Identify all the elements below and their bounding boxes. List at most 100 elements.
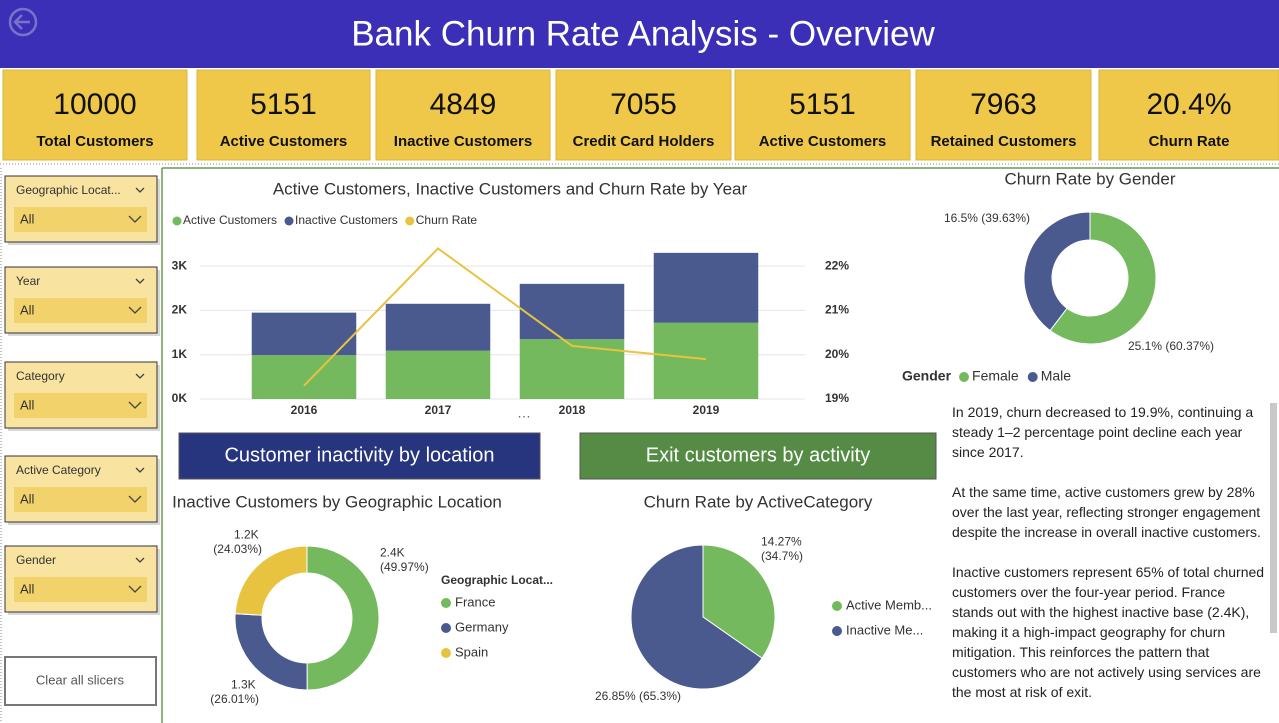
legend-marker <box>405 216 415 226</box>
slicer-title: Geographic Locat... <box>16 183 121 197</box>
slice <box>702 544 776 659</box>
slicer-dropdown[interactable] <box>14 487 147 512</box>
kpi-card <box>2 69 188 161</box>
legend-label: Female <box>972 368 1019 384</box>
x-tick-label: 2016 <box>291 403 318 417</box>
x-tick-label: 2017 <box>425 403 452 417</box>
kpi-value: 5151 <box>789 88 856 121</box>
slicer-dropdown[interactable] <box>14 393 147 418</box>
slice <box>630 544 763 690</box>
chevron <box>135 278 145 284</box>
bar <box>653 252 759 323</box>
slicer-value: All <box>20 581 35 596</box>
slicer-dropdown[interactable] <box>14 298 147 323</box>
kpi-label: Credit Card Holders <box>573 133 715 150</box>
bar <box>519 283 625 340</box>
y2-tick-label: 21% <box>825 303 849 317</box>
dashboard-title: Bank Churn Rate Analysis - Overview <box>351 14 935 53</box>
y2-tick-label: 19% <box>825 391 849 405</box>
legend-label: France <box>455 594 495 609</box>
narrative-paragraph: Inactive customers represent 65% of tota… <box>952 564 1265 700</box>
kpi-card <box>734 69 911 161</box>
kpi-label: Total Customers <box>36 133 153 150</box>
kpi-value: 20.4% <box>1146 88 1231 121</box>
kpi-card <box>555 69 732 161</box>
data-label: 1.2K (24.03%) <box>213 528 262 556</box>
kpi-label: Churn Rate <box>1149 133 1230 150</box>
bar <box>653 322 759 399</box>
y2-tick-label: 20% <box>825 347 849 361</box>
legend-marker <box>832 626 842 636</box>
slicer-value: All <box>20 491 35 506</box>
kpi-card <box>1098 69 1279 161</box>
chart-title: Churn Rate by Gender <box>1004 169 1175 188</box>
bar <box>385 303 491 351</box>
header-bar <box>0 0 1279 68</box>
slicer-dropdown[interactable] <box>14 577 147 602</box>
chevron <box>128 401 142 409</box>
kpi-card <box>196 69 371 161</box>
data-label: 1.3K (26.01%) <box>210 678 259 706</box>
narrative-paragraph: In 2019, churn decreased to 19.9%, conti… <box>952 404 1254 460</box>
chart-title: Inactive Customers by Geographic Locatio… <box>172 492 502 511</box>
data-label: 14.27% (34.7%) <box>761 535 805 563</box>
nav-button[interactable] <box>178 432 541 480</box>
chevron <box>135 467 145 473</box>
kpi-value: 7963 <box>970 88 1037 121</box>
kpi-value: 10000 <box>53 88 136 121</box>
data-label: 16.5% (39.63%) <box>944 211 1030 225</box>
nav-button[interactable] <box>579 432 937 480</box>
slicer-value: All <box>20 397 35 412</box>
clear-button[interactable] <box>4 656 157 706</box>
kpi-label: Retained Customers <box>931 133 1077 150</box>
x-tick-label: 2018 <box>559 403 586 417</box>
line <box>303 247 707 387</box>
kpi-card <box>915 69 1092 161</box>
kpi-label: Active Customers <box>759 133 887 150</box>
kpi-value: 4849 <box>430 88 497 121</box>
bar <box>251 355 357 399</box>
legend-label: Germany <box>455 619 509 634</box>
x-tick-label: 2019 <box>693 403 720 417</box>
chevron <box>128 306 142 314</box>
legend-label: Male <box>1041 368 1072 384</box>
legend-title: Geographic Locat... <box>441 573 553 587</box>
slicer-title: Active Category <box>16 463 101 477</box>
nav-button-label: Exit customers by activity <box>646 444 871 466</box>
legend-marker <box>441 648 451 658</box>
data-label: 2.4K (49.97%) <box>380 546 429 574</box>
legend-marker <box>959 372 970 382</box>
legend-marker <box>1027 372 1038 382</box>
slice <box>234 545 308 616</box>
slice <box>306 545 380 691</box>
slicer-title: Gender <box>16 553 56 567</box>
chart-title: Churn Rate by ActiveCategory <box>644 492 873 511</box>
kpi-value: 7055 <box>610 88 677 121</box>
back-button[interactable] <box>8 7 38 37</box>
bar <box>251 312 357 356</box>
legend-label: Active Customers <box>183 213 277 227</box>
data-label: 26.85% (65.3%) <box>595 689 681 703</box>
y-tick-label: 1K <box>172 347 188 361</box>
legend-marker <box>284 216 294 226</box>
legend-marker <box>441 623 451 633</box>
scrollbar[interactable] <box>1270 403 1277 633</box>
y-tick-label: 0K <box>172 391 188 405</box>
chevron <box>135 373 145 379</box>
chevron <box>128 215 142 223</box>
more-options[interactable]: … <box>517 405 531 421</box>
kpi-card <box>375 69 551 161</box>
y-tick-label: 3K <box>172 258 188 272</box>
kpi-value: 5151 <box>250 88 317 121</box>
data-label: 25.1% (60.37%) <box>1128 339 1214 353</box>
slicer-dropdown[interactable] <box>14 207 147 232</box>
legend-label: Inactive Me... <box>846 622 923 637</box>
nav-button-label: Customer inactivity by location <box>224 444 494 466</box>
slice <box>1049 211 1157 345</box>
chevron <box>128 495 142 503</box>
y-tick-label: 2K <box>172 303 188 317</box>
legend-marker <box>441 598 451 608</box>
legend-label: Spain <box>455 644 488 659</box>
y2-tick-label: 22% <box>825 258 849 272</box>
